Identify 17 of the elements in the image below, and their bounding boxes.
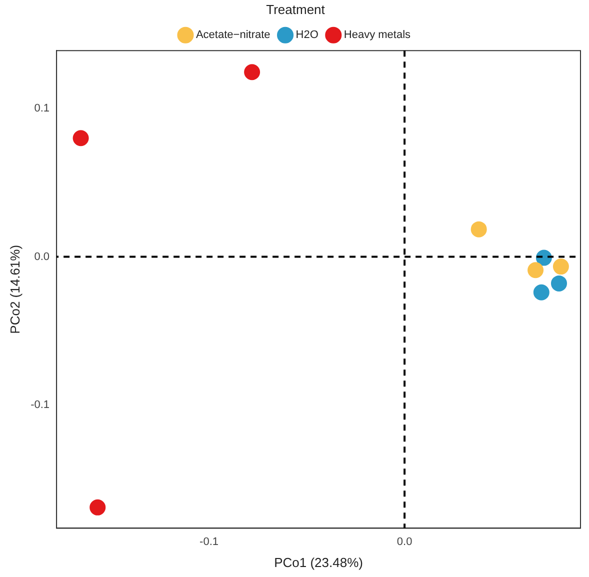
point bbox=[470, 221, 487, 238]
point bbox=[550, 275, 567, 292]
legend-title: Treatment bbox=[266, 2, 326, 18]
legend-label: Acetate−nitrate bbox=[196, 29, 270, 42]
point bbox=[72, 130, 89, 146]
y-tick-label: 0.0 bbox=[34, 250, 50, 263]
point bbox=[244, 64, 260, 80]
point bbox=[552, 258, 569, 275]
y-tick-label: 0.1 bbox=[34, 102, 50, 114]
point bbox=[533, 284, 550, 300]
legend-label: H2O bbox=[296, 29, 319, 42]
x-axis-title: PCo1 (23.48%) bbox=[274, 554, 363, 570]
y-tick-label: -0.1 bbox=[30, 399, 50, 412]
point bbox=[90, 499, 106, 516]
legend-label: Heavy metals bbox=[344, 29, 412, 42]
y-axis-title: PCo2 (14.61%) bbox=[7, 244, 22, 334]
point bbox=[528, 262, 544, 278]
